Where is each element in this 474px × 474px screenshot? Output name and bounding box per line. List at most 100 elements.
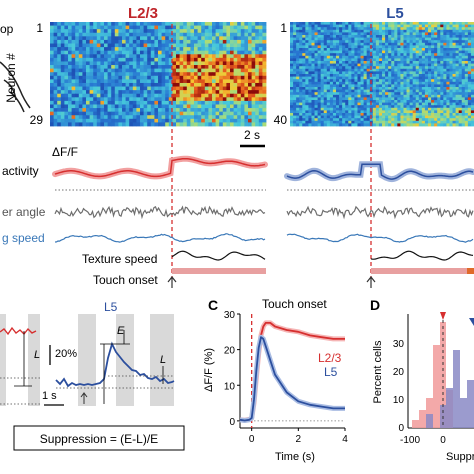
heatmap-cell (375, 48, 380, 51)
heatmap-cell (82, 97, 87, 102)
heatmap-cell (372, 58, 377, 62)
heatmap-cell (458, 37, 463, 41)
heatmap-cell (431, 42, 435, 46)
heatmap-cell (302, 42, 306, 46)
heatmap-cell (176, 32, 180, 37)
heatmap-cell (111, 90, 116, 95)
heatmap-cell (461, 71, 466, 75)
heatmap-cell (172, 22, 177, 26)
heatmap-cell (122, 54, 126, 59)
heatmap-cell (348, 58, 352, 62)
heatmap-cell (348, 74, 352, 77)
heatmap-cell (461, 35, 466, 38)
heatmap-cell (237, 108, 242, 113)
heatmap-cell (385, 94, 389, 98)
heatmap-cell (354, 32, 358, 36)
heatmap-cell (290, 76, 294, 80)
heatmap-cell (68, 61, 72, 66)
heatmap-cell (464, 94, 469, 98)
heatmap-cell (140, 25, 144, 30)
heatmap-cell (317, 53, 322, 57)
heatmap-cell (311, 61, 315, 64)
heatmap-cell (342, 87, 346, 90)
heatmap-cell (233, 54, 238, 59)
heatmap-cell (406, 61, 410, 64)
heatmap-cell (118, 82, 123, 87)
heatmap-cell (208, 100, 213, 105)
heatmap-cell (366, 58, 371, 62)
heatmap-cell (197, 82, 202, 87)
heatmap-cell (332, 100, 337, 103)
heatmap-cell (78, 47, 83, 52)
heatmap-cell (424, 42, 429, 46)
heatmap-cell (194, 32, 198, 37)
heatmap-cell (391, 68, 395, 72)
heatmap-cell (50, 22, 54, 26)
heatmap-cell (60, 97, 65, 102)
heatmap-cell (258, 65, 263, 70)
heatmap-cell (388, 35, 392, 38)
heatmap-cell (302, 71, 306, 75)
heatmap-cell (360, 27, 364, 31)
heatmap-cell (237, 22, 242, 26)
heatmap-cell (233, 108, 238, 113)
heatmap-cell (172, 108, 177, 113)
heatmap-cell (96, 65, 101, 70)
heatmap-cell (424, 87, 429, 90)
heatmap-cell (104, 22, 108, 26)
heatmap-cell (317, 87, 322, 90)
heatmap-cell (449, 79, 453, 83)
heatmap-cell (431, 97, 435, 101)
heatmap-cell (183, 104, 188, 109)
heatmap-cell (329, 74, 334, 77)
heatmap-cell (345, 118, 349, 122)
heatmap-cell (437, 32, 441, 36)
heatmap-cell (403, 100, 407, 103)
heatmap-cell (299, 102, 303, 106)
heatmap-cell (339, 61, 343, 64)
heatmap-cell (378, 24, 383, 28)
heatmap-cell (378, 50, 383, 54)
heatmap-cell (89, 50, 94, 55)
heatmap-cell (302, 63, 306, 67)
heatmap-cell (150, 39, 155, 44)
heatmap-cell (470, 100, 474, 103)
heatmap-cell (244, 36, 249, 41)
heatmap-cell (308, 97, 312, 101)
heatmap-cell (89, 54, 94, 59)
heatmap-cell (449, 105, 453, 109)
heatmap-cell (369, 68, 374, 72)
heatmap-cell (100, 57, 105, 62)
heatmap-cell (385, 50, 389, 54)
heatmap-cell (394, 92, 398, 96)
heatmap-cell (394, 71, 398, 75)
heatmap-cell (345, 105, 349, 109)
heatmap-cell (320, 120, 325, 124)
heatmap-cell (464, 81, 469, 85)
heatmap-cell (154, 22, 159, 26)
heatmap-cell (122, 36, 126, 41)
heatmap-cell (219, 86, 224, 91)
heatmap-cell (197, 104, 202, 109)
heatmap-cell (458, 55, 463, 59)
heatmap-cell (107, 122, 112, 127)
heatmap-cell (226, 104, 231, 109)
heatmap-cell (226, 39, 231, 44)
heatmap-cell (342, 48, 346, 51)
heatmap-cell (240, 79, 245, 84)
heatmap-cell (421, 84, 426, 88)
heatmap-cell (403, 37, 407, 41)
heatmap-cell (136, 86, 141, 91)
heatmap-cell (348, 115, 352, 119)
heatmap-cell (323, 32, 328, 36)
heatmap-cell (323, 40, 328, 44)
heatmap-cell (345, 76, 349, 80)
heatmap-cell (89, 68, 94, 73)
heatmap-cell (222, 86, 227, 91)
heatmap-cell (339, 118, 343, 122)
heatmap-cell (104, 111, 108, 116)
heatmap-cell (351, 110, 355, 114)
heatmap-cell (342, 29, 346, 33)
heatmap-cell (302, 53, 306, 57)
heatmap-cell (68, 36, 72, 41)
